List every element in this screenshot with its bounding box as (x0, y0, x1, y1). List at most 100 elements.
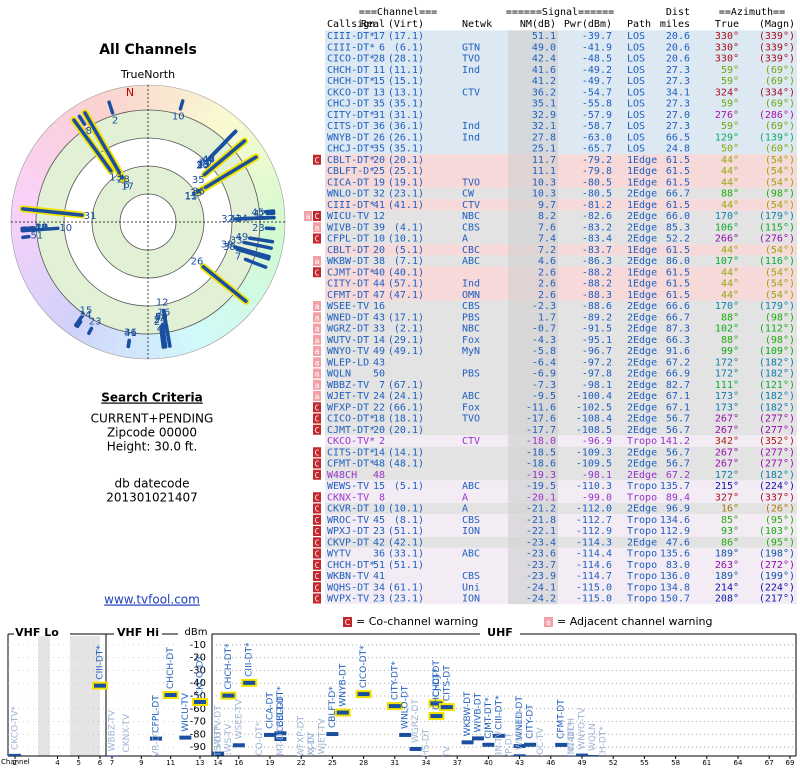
signal-mark (94, 683, 106, 688)
cell: -23.6 (526, 549, 556, 560)
cell: WNED-DT (327, 312, 369, 323)
warn-icon-text: C (315, 460, 320, 469)
cell: 11.1 (532, 166, 556, 177)
cell: (18.1) (388, 414, 424, 425)
cell: -80.5 (582, 177, 612, 188)
cell: -114.4 (576, 549, 612, 560)
cell: CBLFT-D* (327, 166, 375, 177)
cell: 43 (373, 357, 385, 368)
cell: LOS (627, 65, 645, 76)
row-bg (325, 480, 797, 492)
cell: -112.0 (576, 504, 612, 515)
cell: (339°) (759, 54, 795, 65)
cell: (54°) (765, 290, 795, 301)
hue-ring (42, 293, 69, 319)
cell: -9.5 (532, 391, 556, 402)
cell: Tropo (627, 571, 657, 582)
cell: 26 (373, 132, 385, 143)
cell: -109.5 (576, 459, 612, 470)
cell: WQHS-DT (327, 582, 369, 593)
cell: 10.3 (532, 177, 556, 188)
cell: (26.1) (388, 132, 424, 143)
signal-line (21, 234, 31, 240)
cell: (10.1) (388, 234, 424, 245)
cell: 20 (373, 245, 385, 256)
site-link[interactable]: www.tvfool.com (104, 593, 200, 607)
warn-icon-text: a (315, 392, 320, 401)
nm-band (508, 300, 558, 312)
hue-ring (112, 330, 129, 357)
cell: -23.9 (526, 571, 556, 582)
cell: (10.1) (388, 504, 424, 515)
signal-line (107, 100, 115, 115)
hue-ring (219, 301, 245, 328)
signal-label: 36 (192, 187, 205, 198)
cell: CFMT-DT (327, 290, 369, 301)
cell: CIII-DT* (327, 42, 375, 53)
cell: 342° (715, 436, 739, 447)
hue-ring (233, 133, 261, 159)
unit-label: dBm (185, 627, 208, 638)
cell: GTN (462, 42, 480, 53)
cell: -49.2 (582, 65, 612, 76)
cell: 59° (721, 65, 739, 76)
cell: LOS (627, 144, 645, 155)
legend-icon-text: C (345, 618, 351, 627)
cell: WGRZ-DT (327, 324, 369, 335)
hue-ring (29, 277, 57, 301)
mark-label: WPXJ-DT (307, 731, 317, 768)
cell: 267° (715, 459, 739, 470)
cell: (277°) (759, 425, 795, 436)
signal-line (159, 327, 166, 349)
cell: A (462, 492, 468, 503)
cell: 27.3 (666, 121, 690, 132)
signal-mark (326, 732, 339, 737)
cell: 42 (373, 537, 385, 548)
cell: (5.1) (394, 481, 424, 492)
mark-label: WNYB-DT (338, 663, 348, 706)
cell: (40.1) (388, 267, 424, 278)
cell: 4.6 (538, 256, 556, 267)
cell: 36.2 (532, 87, 556, 98)
cell: 173° (715, 391, 739, 402)
warn-icon-text: C (315, 538, 320, 547)
db-date: 201301021407 (106, 491, 198, 505)
cell: 67.2 (666, 470, 690, 481)
mark-label: WGRZ-DT (411, 699, 421, 743)
cell: (115°) (759, 222, 795, 233)
mark-label: WQHS-DT (422, 728, 432, 768)
mark-label: CFPL-DT (152, 695, 162, 733)
cell: -110.3 (576, 481, 612, 492)
warn-icon-text: C (315, 235, 320, 244)
signal-label: 6 (123, 180, 129, 191)
cell: 61.5 (666, 279, 690, 290)
cell: 86° (721, 537, 739, 548)
cell: 150.7 (660, 594, 690, 605)
x-tick-label: 40 (484, 759, 493, 767)
cell: -24.2 (526, 594, 556, 605)
x-tick-label: 4 (55, 759, 60, 767)
hue-ring (148, 85, 161, 111)
cell: 267° (715, 425, 739, 436)
nm-band (508, 131, 558, 143)
signal-label: 39 (221, 240, 234, 251)
cell: CICO-DT* (327, 414, 375, 425)
row-bg (325, 446, 797, 458)
title: All Channels (99, 42, 197, 58)
mark-label: WYTV (442, 745, 452, 768)
signal-label: 10 (59, 223, 72, 234)
cell: -11.6 (526, 402, 556, 413)
mark-label: CITY-DT* (390, 661, 400, 701)
cell: 36 (373, 121, 385, 132)
signal-label: 48 (35, 223, 48, 234)
cell: 2Edge (627, 459, 657, 470)
cell: (182°) (759, 391, 795, 402)
signal-label: 51 (30, 231, 43, 242)
nm-band (508, 64, 558, 76)
cell: -88.2 (582, 279, 612, 290)
cell: ION (462, 526, 480, 537)
cell: 135.6 (660, 549, 690, 560)
cell: 85° (721, 515, 739, 526)
cell: CITY-DT (327, 279, 369, 290)
